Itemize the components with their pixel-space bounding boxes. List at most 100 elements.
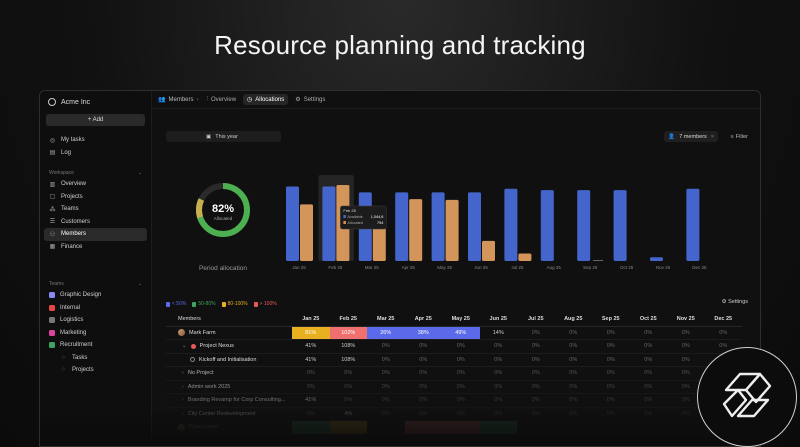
- allocation-cell[interactable]: 0%: [494, 383, 503, 390]
- bar-available-jan-25[interactable]: [286, 186, 299, 261]
- sidebar-team-logistics[interactable]: Logistics: [44, 314, 147, 327]
- allocation-cell[interactable]: 0%: [531, 329, 540, 336]
- allocation-cell[interactable]: 108%: [341, 356, 356, 363]
- bar-allocated-jan-25[interactable]: [300, 204, 313, 261]
- allocation-cell[interactable]: 0%: [681, 356, 690, 363]
- sidebar-item-my-tasks[interactable]: ◎ My tasks: [44, 134, 147, 147]
- bar-available-apr-25[interactable]: [395, 192, 409, 261]
- allocation-cell[interactable]: 102%: [329, 326, 367, 339]
- allocation-cell[interactable]: 0%: [381, 370, 390, 377]
- sidebar-team-recruitment[interactable]: Recruitment: [44, 339, 147, 352]
- allocation-cell[interactable]: 0%: [569, 329, 578, 336]
- workspace-section-header[interactable]: Workspace ⌄: [44, 168, 147, 178]
- allocation-cell[interactable]: 0%: [681, 397, 690, 404]
- allocation-cell[interactable]: 0%: [569, 370, 578, 377]
- allocation-cell[interactable]: 0%: [494, 356, 503, 363]
- allocation-cell[interactable]: 0%: [456, 370, 465, 377]
- column-header-month[interactable]: Jan 25: [302, 316, 320, 323]
- allocation-cell[interactable]: 0%: [644, 356, 653, 363]
- allocation-cell[interactable]: [367, 421, 405, 434]
- allocation-cell[interactable]: 0%: [531, 356, 540, 363]
- allocation-cell[interactable]: 0%: [719, 329, 728, 336]
- allocation-cell[interactable]: 0%: [494, 343, 503, 350]
- sidebar-item-members[interactable]: ⚇ Members: [44, 228, 147, 241]
- allocation-cell[interactable]: 0%: [681, 370, 690, 377]
- sidebar-team-internal[interactable]: Internal: [44, 302, 147, 315]
- allocation-cell[interactable]: 0%: [456, 410, 465, 417]
- chevron-right-icon[interactable]: ›: [182, 370, 184, 377]
- bar-allocated-apr-25[interactable]: [409, 199, 423, 261]
- allocation-cell[interactable]: 0%: [531, 397, 540, 404]
- allocation-cell[interactable]: 0%: [681, 343, 690, 350]
- column-header-month[interactable]: Feb 25: [339, 316, 357, 323]
- bar-available-nov-25[interactable]: [650, 257, 663, 261]
- allocation-cell[interactable]: 0%: [606, 410, 615, 417]
- tab-settings[interactable]: ⚙ Settings: [291, 94, 329, 105]
- allocation-cell[interactable]: 0%: [381, 343, 390, 350]
- sidebar-item-overview[interactable]: ▥ Overview: [44, 178, 147, 191]
- allocation-cell[interactable]: 0%: [681, 383, 690, 390]
- allocation-cell[interactable]: 0%: [306, 370, 315, 377]
- close-icon[interactable]: ×: [710, 133, 714, 140]
- sidebar-team-marketing[interactable]: Marketing: [44, 327, 147, 340]
- bar-available-sep-25[interactable]: [577, 190, 591, 261]
- allocation-cell[interactable]: 0%: [419, 343, 428, 350]
- allocation-cell[interactable]: 26%: [367, 326, 405, 339]
- allocation-cell[interactable]: 14%: [492, 329, 504, 336]
- allocation-cell[interactable]: 0%: [344, 383, 353, 390]
- sidebar-subitem-tasks[interactable]: ◌ Tasks: [44, 352, 147, 365]
- allocation-cell[interactable]: 0%: [456, 383, 465, 390]
- column-header-month[interactable]: Jun 25: [489, 316, 507, 323]
- allocation-cell[interactable]: 0%: [344, 397, 353, 404]
- allocation-cell[interactable]: 0%: [531, 410, 540, 417]
- bar-allocated-jun-25[interactable]: [482, 240, 495, 261]
- allocation-cell[interactable]: 0%: [456, 397, 465, 404]
- allocation-cell[interactable]: 0%: [644, 343, 653, 350]
- bar-available-jul-25[interactable]: [504, 188, 518, 261]
- column-header-month[interactable]: Dec 25: [714, 316, 733, 323]
- allocation-cell[interactable]: 0%: [531, 343, 540, 350]
- table-row[interactable]: › City Center Redevelopment 0% 4% 0% 0% 0% 0% 0%…: [166, 408, 742, 421]
- allocation-cell[interactable]: 81%: [292, 326, 330, 339]
- allocation-cell[interactable]: [630, 421, 668, 434]
- allocation-cell[interactable]: 0%: [419, 397, 428, 404]
- allocation-cell[interactable]: 41%: [305, 343, 317, 350]
- allocation-cell[interactable]: 0%: [719, 343, 728, 350]
- allocation-cell[interactable]: 0%: [381, 410, 390, 417]
- allocation-cell[interactable]: [404, 421, 442, 434]
- allocation-cell[interactable]: 0%: [381, 356, 390, 363]
- chevron-right-icon[interactable]: ›: [182, 397, 184, 404]
- allocation-cell[interactable]: 0%: [456, 343, 465, 350]
- sidebar-subitem-projects[interactable]: ◌ Projects: [44, 364, 147, 377]
- allocation-cell[interactable]: [479, 421, 517, 434]
- allocation-cell[interactable]: [517, 421, 555, 434]
- allocation-cell[interactable]: 0%: [419, 383, 428, 390]
- sidebar-item-finance[interactable]: ▦ Finance: [44, 241, 147, 254]
- allocation-cell[interactable]: 0%: [569, 397, 578, 404]
- allocation-cell[interactable]: 0%: [569, 343, 578, 350]
- allocation-cell[interactable]: 0%: [644, 383, 653, 390]
- allocation-cell[interactable]: 0%: [644, 329, 653, 336]
- allocation-cell[interactable]: 0%: [419, 356, 428, 363]
- allocation-cell[interactable]: 0%: [306, 383, 315, 390]
- column-header-members[interactable]: Members: [178, 316, 201, 323]
- allocation-cell[interactable]: 0%: [419, 410, 428, 417]
- tab-overview[interactable]: ⫶ Overview: [203, 94, 241, 105]
- allocation-cell[interactable]: 0%: [644, 397, 653, 404]
- column-header-month[interactable]: Nov 25: [676, 316, 695, 323]
- chevron-down-icon[interactable]: ⌄: [182, 343, 187, 350]
- org-switcher[interactable]: Acme Inc: [44, 96, 147, 108]
- sidebar-item-log[interactable]: ▤ Log: [44, 147, 147, 160]
- filter-button[interactable]: ≡ Filter: [731, 131, 748, 142]
- sidebar-item-customers[interactable]: ☰ Customers: [44, 216, 147, 229]
- allocation-cell[interactable]: 0%: [606, 356, 615, 363]
- bar-available-may-25[interactable]: [431, 192, 445, 261]
- allocation-cell[interactable]: [667, 421, 705, 434]
- allocation-cell[interactable]: 0%: [681, 329, 690, 336]
- chevron-right-icon[interactable]: ›: [182, 410, 184, 417]
- bar-available-oct-25[interactable]: [613, 190, 627, 261]
- members-filter-chip[interactable]: 👤 7 members ×: [664, 131, 718, 142]
- table-settings-button[interactable]: ⚙ Settings: [722, 299, 748, 305]
- allocation-cell[interactable]: 0%: [381, 383, 390, 390]
